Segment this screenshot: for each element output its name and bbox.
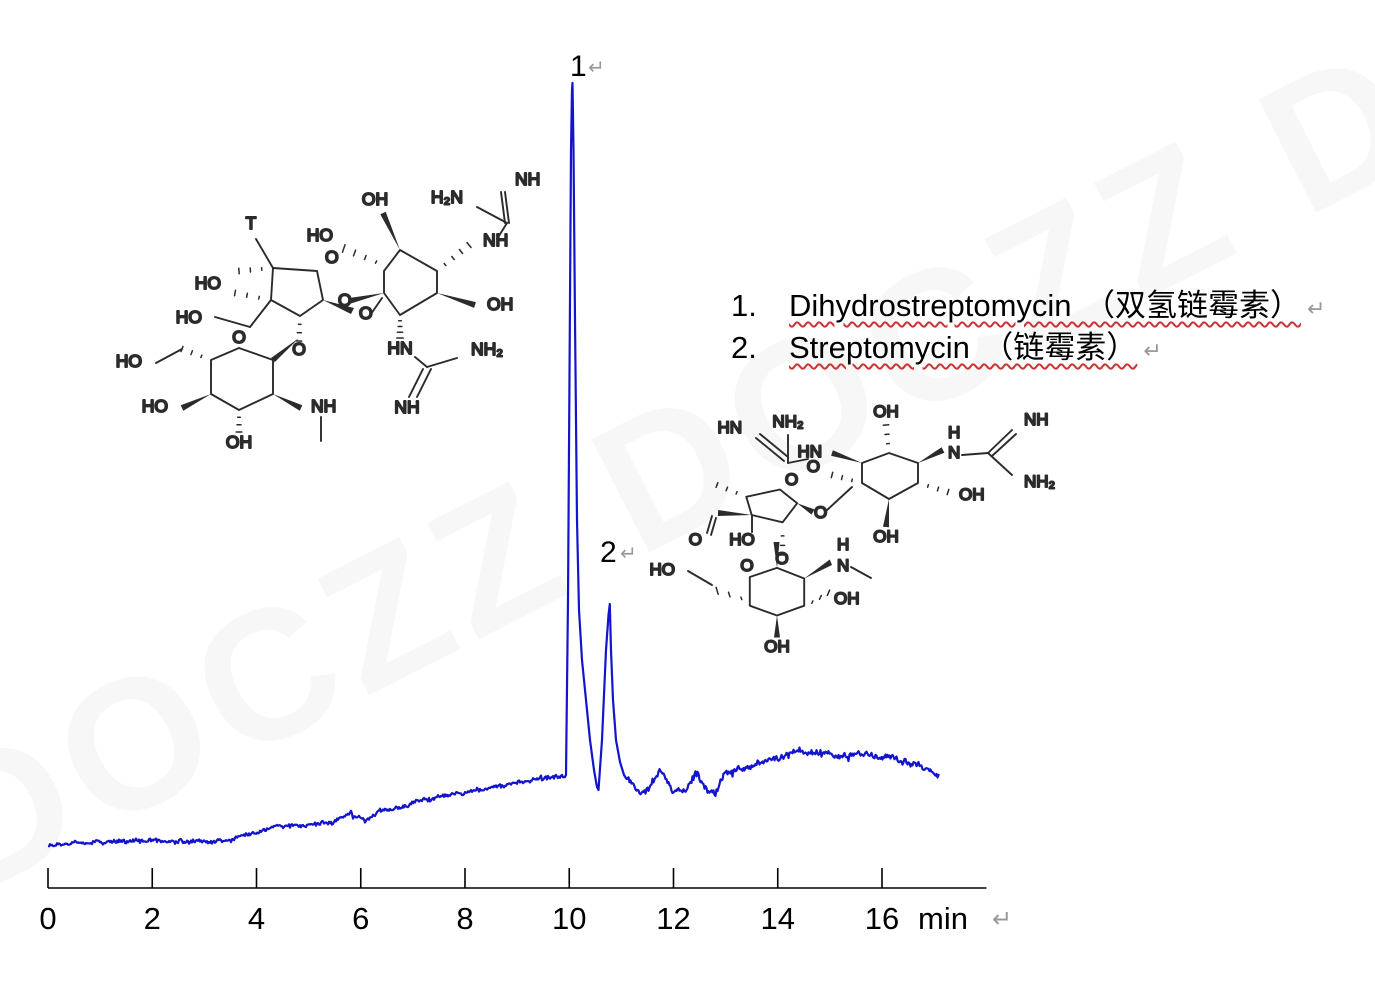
svg-text:N: N — [837, 556, 849, 575]
svg-text:NH₂: NH₂ — [471, 339, 503, 359]
svg-text:2: 2 — [600, 536, 617, 569]
svg-text:H: H — [837, 535, 849, 554]
svg-text:1: 1 — [570, 50, 587, 83]
svg-text:OH: OH — [873, 402, 899, 421]
svg-text:OH: OH — [834, 589, 860, 608]
svg-text:OH: OH — [959, 485, 985, 504]
svg-text:HO: HO — [650, 560, 675, 579]
svg-text:HO: HO — [116, 351, 142, 371]
svg-text:NH₂: NH₂ — [1024, 472, 1055, 491]
svg-text:T: T — [246, 213, 257, 233]
svg-text:↵: ↵ — [992, 906, 1012, 933]
svg-text:NH: NH — [394, 397, 419, 417]
svg-text:min: min — [918, 901, 968, 936]
svg-text:O: O — [325, 247, 339, 267]
svg-text:↵: ↵ — [620, 543, 637, 565]
svg-text:HN: HN — [717, 418, 742, 437]
svg-text:HO: HO — [142, 396, 168, 416]
svg-text:2: 2 — [144, 901, 161, 936]
svg-text:OH: OH — [487, 294, 513, 314]
svg-text:NH: NH — [515, 169, 540, 189]
svg-text:HO: HO — [307, 225, 333, 245]
svg-text:NH: NH — [483, 230, 508, 250]
svg-text:OH: OH — [764, 637, 790, 656]
svg-text:HO: HO — [176, 307, 202, 327]
svg-text:OH: OH — [362, 189, 388, 209]
svg-text:O: O — [785, 470, 798, 489]
svg-text:H: H — [948, 423, 960, 442]
svg-text:0: 0 — [39, 901, 56, 936]
svg-text:O: O — [814, 503, 827, 522]
svg-text:NH₂: NH₂ — [772, 412, 803, 431]
svg-text:NH: NH — [311, 396, 336, 416]
svg-text:O: O — [689, 530, 702, 549]
svg-text:N: N — [948, 443, 960, 462]
svg-text:↵: ↵ — [588, 57, 605, 79]
svg-text:8: 8 — [456, 901, 473, 936]
svg-text:HN: HN — [387, 338, 412, 358]
svg-text:O: O — [740, 556, 753, 575]
svg-text:4: 4 — [248, 901, 265, 936]
svg-text:16: 16 — [865, 901, 899, 936]
svg-text:HO: HO — [729, 530, 755, 549]
svg-text:HO: HO — [195, 273, 221, 293]
svg-text:OH: OH — [226, 432, 252, 452]
svg-text:O: O — [232, 327, 246, 347]
svg-text:OH: OH — [873, 527, 899, 546]
svg-text:14: 14 — [761, 901, 795, 936]
svg-text:NH: NH — [1024, 410, 1049, 429]
svg-text:10: 10 — [552, 901, 586, 936]
svg-text:HN: HN — [797, 442, 822, 461]
svg-text:12: 12 — [656, 901, 690, 936]
svg-text:6: 6 — [352, 901, 369, 936]
svg-text:H₂N: H₂N — [431, 187, 463, 207]
